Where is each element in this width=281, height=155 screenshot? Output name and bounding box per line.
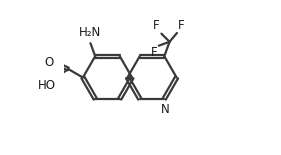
Text: HO: HO xyxy=(37,79,55,91)
Text: F: F xyxy=(153,19,160,32)
Text: H₂N: H₂N xyxy=(79,26,101,39)
Text: F: F xyxy=(178,19,184,32)
Text: F: F xyxy=(151,46,157,60)
Text: O: O xyxy=(45,56,54,69)
Text: N: N xyxy=(161,103,169,116)
